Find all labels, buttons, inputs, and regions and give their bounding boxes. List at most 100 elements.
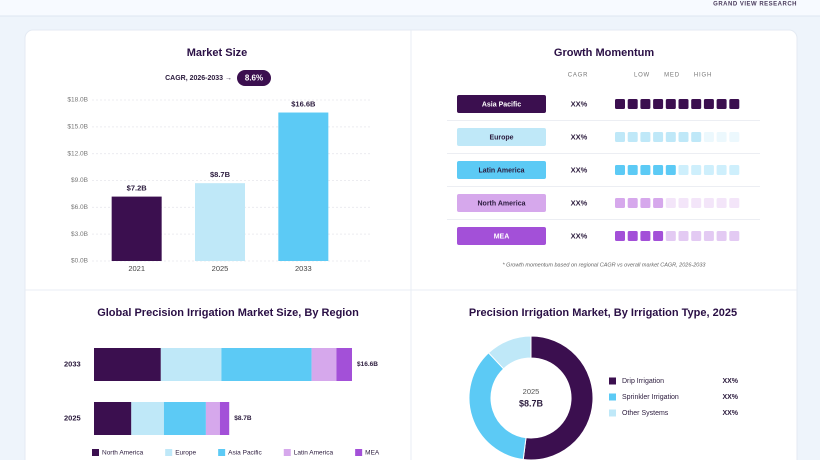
rating-square [716, 231, 727, 241]
region-name: Asia Pacific [482, 101, 521, 108]
bar [195, 183, 245, 261]
rating-square [729, 198, 740, 208]
legend-label: Asia Pacific [228, 450, 262, 457]
rating-square [703, 198, 714, 208]
rating-square [691, 231, 702, 241]
legend-swatch [355, 449, 363, 456]
brand: GRAND VIEW RESEARCH [713, 2, 797, 8]
rating-square [665, 99, 676, 109]
legend-swatch [283, 449, 291, 456]
column-header: LOW [634, 73, 650, 79]
center-value: $8.7B [519, 398, 544, 408]
region-name: Latin America [478, 167, 524, 174]
y-tick-label: $3.0B [71, 231, 88, 238]
donut-slice [487, 335, 532, 370]
rating-square [627, 231, 638, 241]
region-pill [457, 128, 546, 146]
rating-square [691, 99, 702, 109]
column-header: MED [664, 73, 680, 79]
legend-label: MEA [365, 450, 380, 457]
rating-square [703, 132, 714, 142]
rating-bar [615, 165, 740, 175]
rating-square [653, 231, 664, 241]
rating-square [678, 165, 689, 175]
y-tick-label: $12.0B [67, 150, 88, 157]
rating-square [640, 99, 651, 109]
rating-square [703, 99, 714, 109]
badge-text: 8.6% [245, 74, 263, 83]
value-label: $8.7B [210, 170, 231, 179]
cagr: XX% [571, 231, 588, 240]
rating-square [615, 198, 625, 208]
rating-square [615, 99, 625, 109]
x-tick-label: 2025 [212, 264, 229, 273]
rating-bar [615, 99, 740, 109]
rating-square [615, 132, 625, 142]
rating-square [691, 132, 702, 142]
bar-segment [163, 402, 206, 435]
region-name: MEA [494, 233, 510, 240]
bar-segment [219, 402, 230, 435]
chart-title: Precision Irrigation Market, By Irrigati… [469, 307, 737, 319]
rating-square [703, 165, 714, 175]
legend-label: Sprinkler Irrigation [622, 394, 679, 401]
bar-segment [94, 402, 132, 435]
legend-swatch [92, 449, 99, 456]
rating-square [691, 198, 702, 208]
rating-square [627, 198, 638, 208]
legend-value: XX% [722, 378, 738, 385]
cagr: XX% [571, 198, 588, 207]
region-name: North America [478, 200, 526, 207]
rating-square [665, 198, 676, 208]
rating-square [716, 99, 727, 109]
legend-value: XX% [722, 410, 738, 417]
y-tick-label: 2033 [64, 359, 81, 368]
legend-swatch [609, 377, 616, 385]
rating-square [665, 132, 676, 142]
rating-square [678, 231, 689, 241]
bar-segment [205, 402, 220, 435]
rating-square [691, 165, 702, 175]
rating-bar [615, 198, 740, 208]
total-label: $16.6B [357, 361, 378, 368]
bar [111, 196, 162, 261]
rating-square [729, 132, 740, 142]
subtitle: CAGR, 2026-2033 → [165, 75, 232, 82]
bar [278, 112, 329, 262]
y-tick-label: $15.0B [67, 124, 88, 131]
chart-title: Growth Momentum [554, 47, 654, 59]
region-pill [457, 194, 546, 212]
y-tick-label: $0.0B [71, 258, 88, 265]
bar-segment [94, 348, 161, 381]
y-tick-label: 2025 [64, 413, 81, 422]
region-pill [457, 161, 546, 179]
rating-square [716, 132, 727, 142]
footnote: * Growth momentum based on regional CAGR… [503, 262, 707, 268]
value-label: $7.2B [127, 184, 148, 193]
legend-label: Other Systems [622, 410, 669, 417]
rating-square [665, 165, 676, 175]
rating-square [627, 99, 638, 109]
rating-square [640, 165, 651, 175]
rating-square [627, 132, 638, 142]
rating-square [640, 132, 651, 142]
rating-square [653, 165, 664, 175]
total-label: $8.7B [234, 415, 252, 422]
column-header: CAGR [568, 73, 589, 79]
cagr: XX% [571, 99, 588, 108]
rating-square [678, 132, 689, 142]
x-tick-label: 2033 [295, 264, 312, 273]
bar-segment [336, 348, 352, 381]
rating-square [640, 198, 651, 208]
legend-label: Latin America [294, 450, 334, 457]
legend-label: North America [102, 450, 144, 457]
rating-square [653, 198, 664, 208]
rating-bar [615, 132, 740, 142]
rating-square [716, 198, 727, 208]
cagr: XX% [571, 165, 588, 174]
value-label: $16.6B [291, 100, 316, 109]
rating-square [653, 132, 664, 142]
bar-segment [221, 348, 312, 381]
region-pill [457, 227, 546, 245]
